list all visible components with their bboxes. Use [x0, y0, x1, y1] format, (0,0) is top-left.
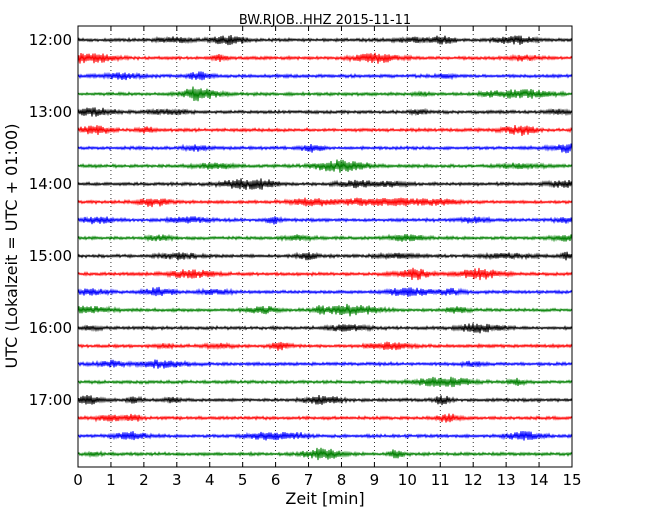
x-tick-label: 0 — [73, 471, 83, 489]
x-tick-label: 1 — [106, 471, 116, 489]
trace-line — [77, 394, 573, 406]
trace-line — [77, 341, 573, 351]
grid — [110, 26, 540, 467]
x-tick-label: 12 — [464, 471, 483, 489]
trace-line — [77, 124, 573, 137]
chart-title: BW.RJOB..HHZ 2015-11-11 — [239, 13, 411, 28]
y-tick-label: 15:00 — [29, 247, 72, 265]
x-tick-label: 14 — [530, 471, 549, 489]
tick-layer: 0 1 2 3 4 5 6 7 8 9 10 11 12 13 14 1512:0013:0014:0015:… — [29, 26, 582, 489]
trace-line — [77, 178, 573, 190]
trace-line — [77, 86, 573, 102]
trace-line — [77, 233, 573, 243]
y-tick-label: 17:00 — [29, 391, 72, 409]
trace-line — [77, 107, 573, 117]
trace-line — [77, 35, 573, 46]
x-tick-label: 6 — [271, 471, 281, 489]
trace-layer — [77, 35, 573, 461]
trace-line — [77, 359, 573, 369]
y-tick-label: 16:00 — [29, 319, 72, 337]
trace-line — [77, 159, 573, 173]
x-tick-label: 10 — [398, 471, 417, 489]
y-axis-label: UTC (Lokalzeit = UTC + 01:00) — [2, 124, 21, 369]
y-tick-label: 12:00 — [29, 31, 72, 49]
trace-line — [77, 303, 573, 317]
trace-line — [77, 413, 573, 423]
trace-line — [77, 52, 573, 64]
x-tick-label: 2 — [139, 471, 149, 489]
x-tick-label: 3 — [172, 471, 182, 489]
trace-line — [77, 143, 573, 154]
trace-line — [77, 267, 573, 281]
trace-line — [77, 286, 573, 297]
x-tick-label: 9 — [370, 471, 380, 489]
x-tick-label: 4 — [205, 471, 215, 489]
trace-line — [77, 197, 573, 208]
trace-line — [77, 323, 573, 334]
trace-line — [77, 216, 573, 225]
x-tick-label: 7 — [304, 471, 314, 489]
trace-line — [77, 376, 573, 388]
x-tick-label: 5 — [238, 471, 248, 489]
y-tick-label: 14:00 — [29, 175, 72, 193]
plot-frame — [77, 25, 573, 468]
x-tick-label: 8 — [337, 471, 347, 489]
x-tick-label: 15 — [562, 471, 581, 489]
x-tick-label: 13 — [497, 471, 516, 489]
trace-line — [77, 71, 573, 81]
trace-line — [77, 447, 573, 461]
trace-line — [77, 251, 573, 261]
x-tick-label: 11 — [431, 471, 450, 489]
x-axis-label: Zeit [min] — [285, 489, 364, 508]
trace-line — [77, 430, 573, 441]
y-tick-label: 13:00 — [29, 103, 72, 121]
